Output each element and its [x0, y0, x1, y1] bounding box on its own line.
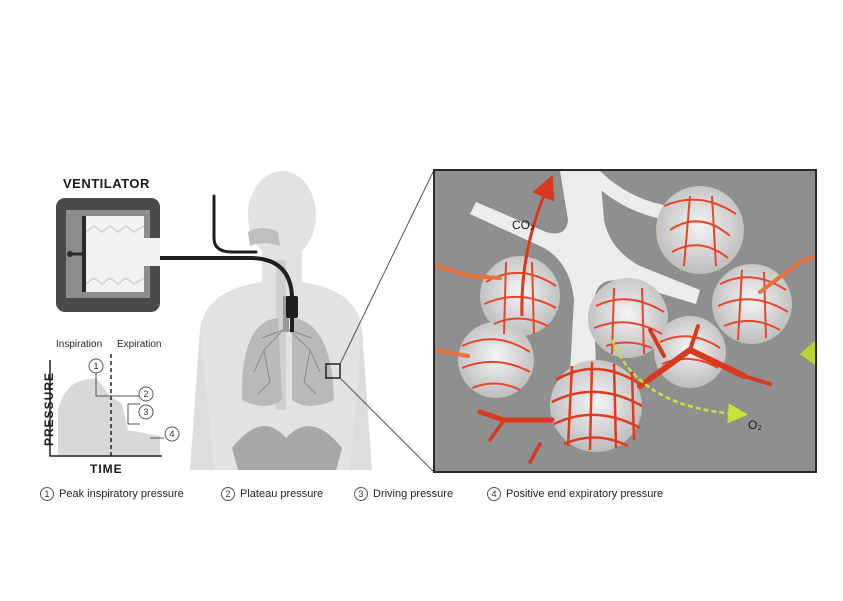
legend-item-peep: 4 Positive end expiratory pressure	[487, 487, 663, 501]
legend-number: 1	[40, 487, 54, 501]
legend-item-peak-inspiratory: 1 Peak inspiratory pressure	[40, 487, 184, 501]
o2-label: O₂	[748, 418, 762, 432]
o2-arrow	[610, 339, 748, 424]
legend-number: 3	[354, 487, 368, 501]
o2-inflow-arrow	[800, 340, 815, 366]
human-silhouette	[190, 171, 372, 470]
arterioles	[435, 254, 815, 464]
co2-arrow	[520, 175, 555, 317]
graph-marker-3: 3	[143, 407, 148, 417]
pressure-curve-area	[58, 378, 160, 456]
ventilator-device	[56, 198, 160, 312]
legend-item-plateau: 2 Plateau pressure	[221, 487, 323, 501]
capillary-net-front	[551, 361, 643, 451]
legend-text: Driving pressure	[373, 488, 454, 500]
graph-marker-1: 1	[93, 361, 98, 371]
legend-text: Plateau pressure	[240, 488, 324, 500]
co2-label: CO₂	[512, 218, 535, 232]
marker-leaders	[95, 372, 164, 439]
diaphragm	[232, 426, 342, 470]
pressure-axis-label: PRESSURE	[42, 371, 57, 447]
graph-marker-2: 2	[143, 389, 148, 399]
graph-marker-4: 4	[169, 429, 174, 439]
ventilator-title: VENTILATOR	[63, 176, 150, 191]
legend-number: 4	[487, 487, 501, 501]
inspiration-label: Inspiration	[56, 339, 103, 350]
legend-item-driving: 3 Driving pressure	[354, 487, 453, 501]
time-axis-label: TIME	[90, 462, 123, 476]
graph-axes	[49, 360, 162, 457]
graph-markers: 1 2 3 4	[88, 358, 180, 442]
ventilator-tubing	[158, 194, 298, 332]
capillaries	[461, 195, 789, 391]
zoom-callout	[325, 169, 435, 473]
legend-number: 2	[221, 487, 235, 501]
alveoli-inset	[433, 169, 817, 473]
legend-text: Positive end expiratory pressure	[506, 488, 664, 500]
pressure-time-graph: 1 2 3 4	[49, 354, 180, 457]
expiration-label: Expiration	[117, 339, 162, 350]
legend-text: Peak inspiratory pressure	[59, 488, 184, 500]
